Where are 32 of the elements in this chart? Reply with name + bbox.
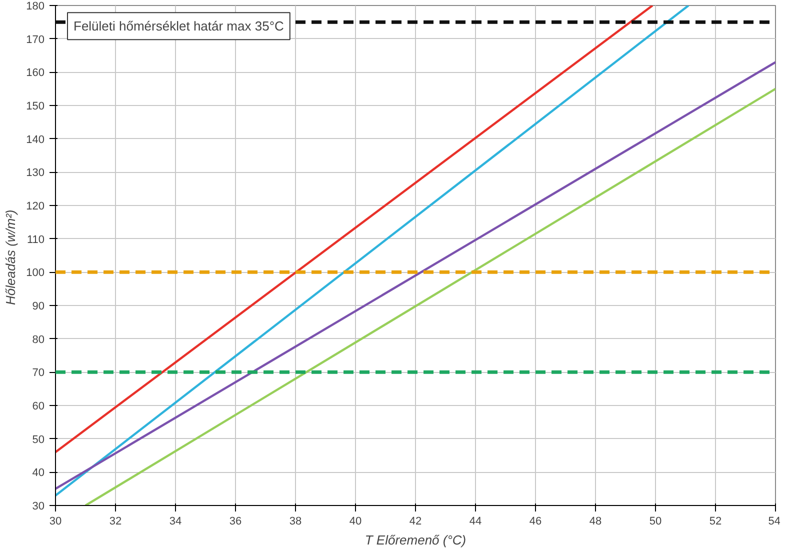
y-tick-label: 100 (26, 267, 45, 280)
y-axis-title: Hőleadás (w/m²) (3, 210, 18, 305)
y-tick-label: 160 (26, 67, 45, 80)
y-tick-label: 180 (26, 0, 45, 12)
x-tick-label: 42 (409, 516, 422, 528)
x-tick-label: 54 (768, 516, 781, 528)
y-tick-label: 130 (26, 167, 45, 180)
x-tick-label: 38 (289, 516, 302, 528)
x-tick-label: 32 (109, 516, 122, 528)
y-tick-label: 110 (26, 234, 45, 246)
y-tick-label: 70 (32, 367, 45, 380)
y-tick-label: 170 (26, 34, 45, 46)
x-tick-label: 46 (529, 516, 542, 528)
x-tick-label: 36 (229, 516, 242, 528)
ref-line-label: Felületi hőmérséklet határ max 35°C (74, 18, 284, 34)
x-tick-label: 48 (589, 516, 602, 528)
y-tick-label: 50 (32, 434, 45, 446)
x-tick-label: 30 (49, 516, 62, 528)
x-tick-label: 34 (169, 516, 182, 528)
x-axis-title: T Előremenő (°C) (364, 532, 466, 548)
y-tick-label: 30 (32, 500, 45, 512)
y-tick-label: 140 (26, 134, 45, 146)
y-tick-label: 60 (32, 400, 45, 412)
y-tick-label: 40 (32, 467, 45, 480)
y-tick-label: 80 (32, 334, 45, 346)
y-tick-label: 90 (32, 300, 45, 312)
x-tick-label: 44 (469, 516, 482, 528)
y-tick-label: 120 (26, 200, 45, 212)
x-tick-label: 50 (649, 516, 662, 528)
x-tick-label: 40 (349, 516, 362, 528)
y-tick-label: 150 (26, 100, 45, 112)
x-tick-label: 52 (709, 516, 722, 528)
